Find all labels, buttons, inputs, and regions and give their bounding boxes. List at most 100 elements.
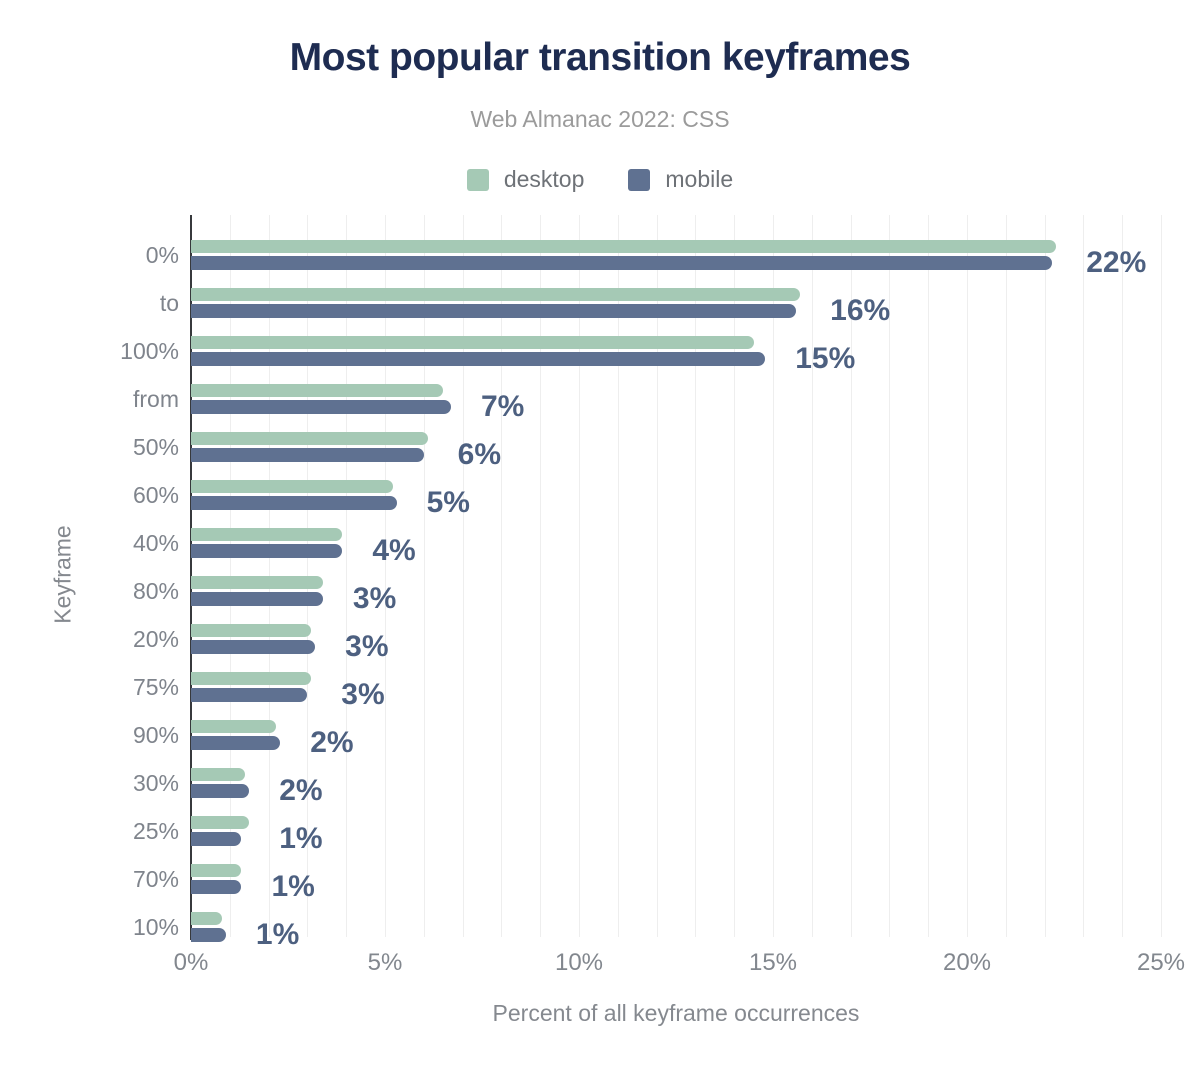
mobile-swatch-icon	[628, 168, 651, 191]
gridline	[967, 215, 968, 937]
gridline	[540, 215, 542, 937]
gridline	[850, 215, 852, 937]
gridline	[462, 215, 464, 937]
bar-desktop	[191, 576, 323, 589]
x-tick-label: 20%	[942, 949, 992, 976]
bar-mobile	[191, 640, 316, 654]
gridline	[734, 215, 736, 937]
bar-desktop	[191, 528, 343, 541]
value-label: 5%	[426, 486, 470, 519]
value-label: 6%	[457, 438, 502, 471]
bar-desktop	[191, 480, 393, 493]
gridline	[695, 215, 697, 937]
x-tick-label: 0%	[173, 949, 209, 976]
bar-desktop	[191, 672, 312, 685]
y-axis-title: Keyframe	[49, 525, 76, 624]
bar-mobile	[191, 256, 1053, 270]
legend-label-mobile: mobile	[665, 166, 734, 192]
gridline	[1083, 215, 1085, 937]
bar-mobile	[191, 832, 242, 846]
bar-mobile	[191, 496, 397, 510]
category-label: 90%	[132, 722, 179, 748]
bar-desktop	[191, 288, 801, 301]
gridline	[385, 215, 386, 937]
value-label: 3%	[345, 630, 389, 663]
value-label: 7%	[480, 390, 525, 423]
value-label: 2%	[310, 726, 354, 759]
value-label: 1%	[279, 822, 323, 855]
category-label: 25%	[132, 818, 179, 844]
bar-desktop	[191, 336, 754, 349]
category-label: 20%	[132, 626, 179, 652]
bar-desktop	[191, 768, 246, 781]
bar-desktop	[191, 864, 242, 877]
gridline	[889, 215, 891, 937]
value-label: 2%	[279, 774, 323, 807]
bar-desktop	[191, 384, 444, 397]
bar-mobile	[191, 784, 250, 798]
bar-desktop	[191, 816, 250, 829]
gridline	[346, 215, 348, 937]
bar-mobile	[191, 400, 451, 414]
bar-mobile	[191, 352, 766, 366]
category-label: 100%	[120, 338, 179, 364]
bar-mobile	[191, 304, 797, 318]
legend-label-desktop: desktop	[503, 166, 585, 192]
x-tick-label: 5%	[367, 949, 403, 976]
chart-title: Most popular transition keyframes	[289, 36, 911, 79]
legend-item-desktop: desktop	[466, 166, 585, 193]
bar-mobile	[191, 880, 242, 894]
gridline	[811, 215, 813, 937]
value-label: 1%	[271, 870, 315, 903]
category-label: 10%	[132, 914, 179, 940]
value-label: 16%	[830, 294, 891, 327]
category-label: 50%	[132, 434, 179, 460]
legend-item-mobile: mobile	[628, 166, 733, 193]
x-tick-label: 25%	[1136, 949, 1186, 976]
category-label: 40%	[132, 530, 179, 556]
x-tick-label: 15%	[748, 949, 798, 976]
x-tick-label: 10%	[554, 949, 604, 976]
category-label: from	[133, 386, 179, 412]
bar-mobile	[191, 736, 281, 750]
category-label: to	[159, 290, 179, 316]
chart-subtitle: Web Almanac 2022: CSS	[470, 106, 730, 132]
bar-mobile	[191, 448, 424, 462]
value-label: 22%	[1086, 246, 1147, 279]
category-label: 70%	[132, 866, 179, 892]
bar-desktop	[191, 432, 428, 445]
bar-mobile	[191, 688, 308, 702]
gridline	[579, 215, 580, 937]
category-label: 75%	[132, 674, 179, 700]
bar-desktop	[191, 912, 223, 925]
category-label: 30%	[132, 770, 179, 796]
bar-mobile	[191, 592, 323, 606]
bar-desktop	[191, 624, 312, 637]
legend: desktop mobile	[0, 166, 1200, 193]
value-label: 15%	[795, 342, 856, 375]
x-axis-title: Percent of all keyframe occurrences	[492, 1000, 860, 1026]
gridline	[656, 215, 658, 937]
gridline	[1122, 215, 1124, 937]
category-label: 60%	[132, 482, 179, 508]
gridline	[1161, 215, 1162, 937]
bar-mobile	[191, 928, 226, 942]
gridline	[617, 215, 619, 937]
category-label: 0%	[145, 242, 179, 268]
gridline	[928, 215, 930, 937]
category-label: 80%	[132, 578, 179, 604]
value-label: 1%	[255, 918, 300, 951]
value-label: 4%	[372, 534, 416, 567]
bar-desktop	[191, 240, 1057, 253]
desktop-swatch-icon	[466, 168, 489, 191]
gridline	[501, 215, 503, 937]
bar-mobile	[191, 544, 343, 558]
gridline	[1005, 215, 1007, 937]
value-label: 3%	[341, 678, 385, 711]
gridline	[423, 215, 425, 937]
value-label: 3%	[352, 582, 397, 615]
bar-desktop	[191, 720, 277, 733]
gridline	[773, 215, 774, 937]
